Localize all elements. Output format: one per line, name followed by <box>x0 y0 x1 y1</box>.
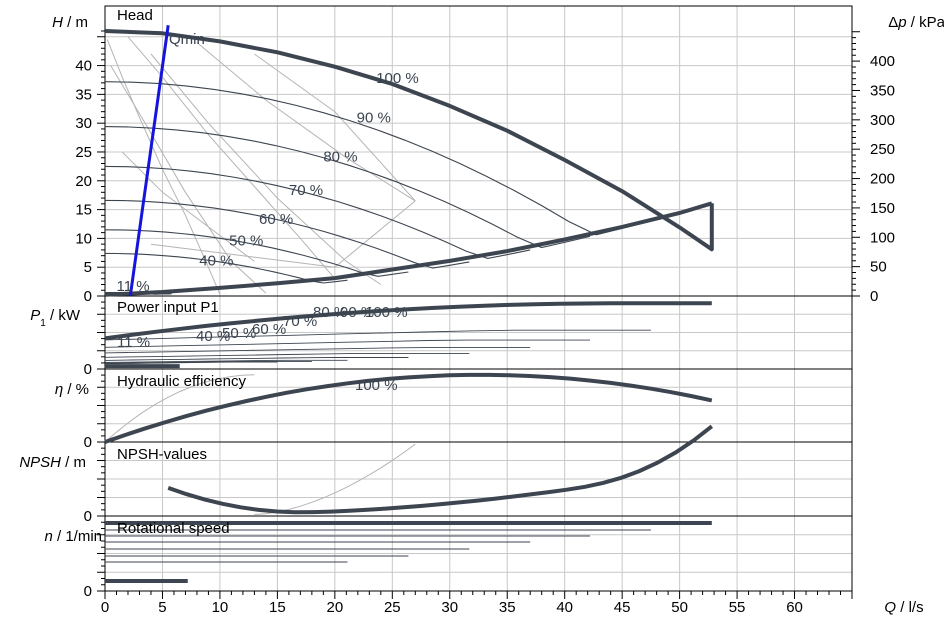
y-axis-label-power: P1 / kW <box>30 307 81 329</box>
y-tick-label: 40 <box>75 58 92 75</box>
speed-label: 11 % <box>116 278 149 295</box>
panel-title-speed: Rotational speed <box>117 520 230 537</box>
y-tick-label: 35 <box>75 86 92 103</box>
right-tick-label: 250 <box>870 141 895 158</box>
qmin-line <box>128 25 170 297</box>
x-tick-label: 30 <box>441 599 458 616</box>
speed-curve <box>104 81 652 236</box>
y-tick-label: 0 <box>84 434 92 451</box>
right-tick-label: 350 <box>870 82 895 99</box>
y-tick-label: 25 <box>75 144 92 161</box>
right-tick-label: 400 <box>870 53 895 70</box>
chart-curves <box>104 25 714 583</box>
power-speed-curve <box>104 360 312 364</box>
efficiency-contour <box>121 151 255 262</box>
power-speed-label: 70 % <box>283 313 317 330</box>
right-tick-label: 200 <box>870 171 895 188</box>
y-axis-label-npsh: NPSH / m <box>19 454 86 471</box>
panel-title-npsh: NPSH-values <box>117 446 207 463</box>
speed-label: 40 % <box>199 252 233 269</box>
y-axis-label-right: Δp / kPa <box>888 14 944 31</box>
chart-grid <box>104 5 853 592</box>
chart-texts: 0 5 10 15 20 25 30 35 40 45 50 55 60 Q / l/s 0 5 10 15 20 2… <box>19 7 944 616</box>
efficiency-min-curve <box>104 374 255 443</box>
y-tick-label: 10 <box>75 230 92 247</box>
efficiency-contour <box>254 53 416 202</box>
x-tick-label: 5 <box>158 599 166 616</box>
y-tick-label: 0 <box>84 288 92 305</box>
efficiency-contour <box>150 200 416 268</box>
efficiency-main-curve <box>104 372 713 444</box>
efficiency-contour <box>127 36 336 280</box>
y-tick-label: 20 <box>75 173 92 190</box>
y-axis-label-speed: n / 1/min <box>44 528 102 545</box>
x-tick-label: 50 <box>671 599 688 616</box>
right-tick-label: 300 <box>870 112 895 129</box>
power-speed-label: 60 % <box>252 321 286 338</box>
efficiency-contour <box>196 42 416 202</box>
x-tick-label: 15 <box>269 599 286 616</box>
power-speed-curve <box>104 329 651 341</box>
right-tick-label: 50 <box>870 259 887 276</box>
x-tick-label: 20 <box>327 599 344 616</box>
speed-label: 50 % <box>229 233 263 250</box>
npsh-main-curve <box>167 424 714 515</box>
power-speed-label: 100 % <box>365 304 408 321</box>
power-speed-label: 11 % <box>117 334 150 351</box>
efficiency-contours <box>104 36 416 515</box>
x-tick-label: 10 <box>212 599 229 616</box>
y-tick-label: 0 <box>84 361 92 378</box>
power-speed-curve <box>104 357 409 361</box>
y-axis-label-head: H / m <box>52 14 88 31</box>
speed-label: 100 % <box>376 70 419 87</box>
x-tick-label: 25 <box>384 599 401 616</box>
power-speed-curve <box>104 339 590 348</box>
efficiency-contour <box>150 53 382 285</box>
panel-title-head: Head <box>117 7 153 24</box>
x-tick-label: 45 <box>614 599 631 616</box>
efficiency-curve-label: 100 % <box>355 377 398 394</box>
right-tick-label: 0 <box>870 288 878 305</box>
axis-ticks <box>97 30 860 599</box>
efficiency-contour <box>106 39 221 295</box>
x-tick-label: 55 <box>729 599 746 616</box>
max-speed-curve <box>104 29 714 252</box>
power-speed-curve <box>104 352 470 358</box>
power-speed-label: 90 % <box>340 304 374 321</box>
speed-label: 70 % <box>289 182 323 199</box>
x-axis-label: Q / l/s <box>884 599 923 616</box>
right-tick-label: 100 <box>870 229 895 246</box>
right-tick-label: 150 <box>870 200 895 217</box>
power-speed-label: 40 % <box>196 328 230 345</box>
power-main-curve <box>104 301 712 341</box>
speed-curve <box>104 165 531 259</box>
x-tick-label: 35 <box>499 599 516 616</box>
y-tick-label: 5 <box>84 259 92 276</box>
power-speed-curve <box>104 361 278 365</box>
system-curve <box>104 201 713 297</box>
power-speed-label: 50 % <box>222 325 256 342</box>
power-speed-curve <box>104 347 531 354</box>
panel-title-efficiency: Hydraulic efficiency <box>117 373 246 390</box>
power-speed-label: 80 % <box>313 304 347 321</box>
y-tick-label: 30 <box>75 115 92 132</box>
y-tick-label: 0 <box>84 583 92 600</box>
speed-curve <box>104 126 591 249</box>
y-tick-label: 15 <box>75 202 92 219</box>
speed-curve <box>104 199 470 269</box>
x-tick-label: 40 <box>556 599 573 616</box>
qmin-label: Qmin <box>169 31 205 48</box>
panel-title-power: Power input P1 <box>117 299 219 316</box>
x-tick-label: 0 <box>101 599 109 616</box>
power-speed-curve <box>104 359 348 363</box>
plot-frame <box>104 5 853 592</box>
x-tick-label: 60 <box>786 599 803 616</box>
y-tick-label: 0 <box>84 508 92 525</box>
speed-label: 90 % <box>357 109 391 126</box>
speed-label: 80 % <box>323 149 357 166</box>
y-axis-label-efficiency: η / % <box>55 381 89 398</box>
speed-curve <box>104 229 409 277</box>
speed-label: 60 % <box>259 211 293 228</box>
